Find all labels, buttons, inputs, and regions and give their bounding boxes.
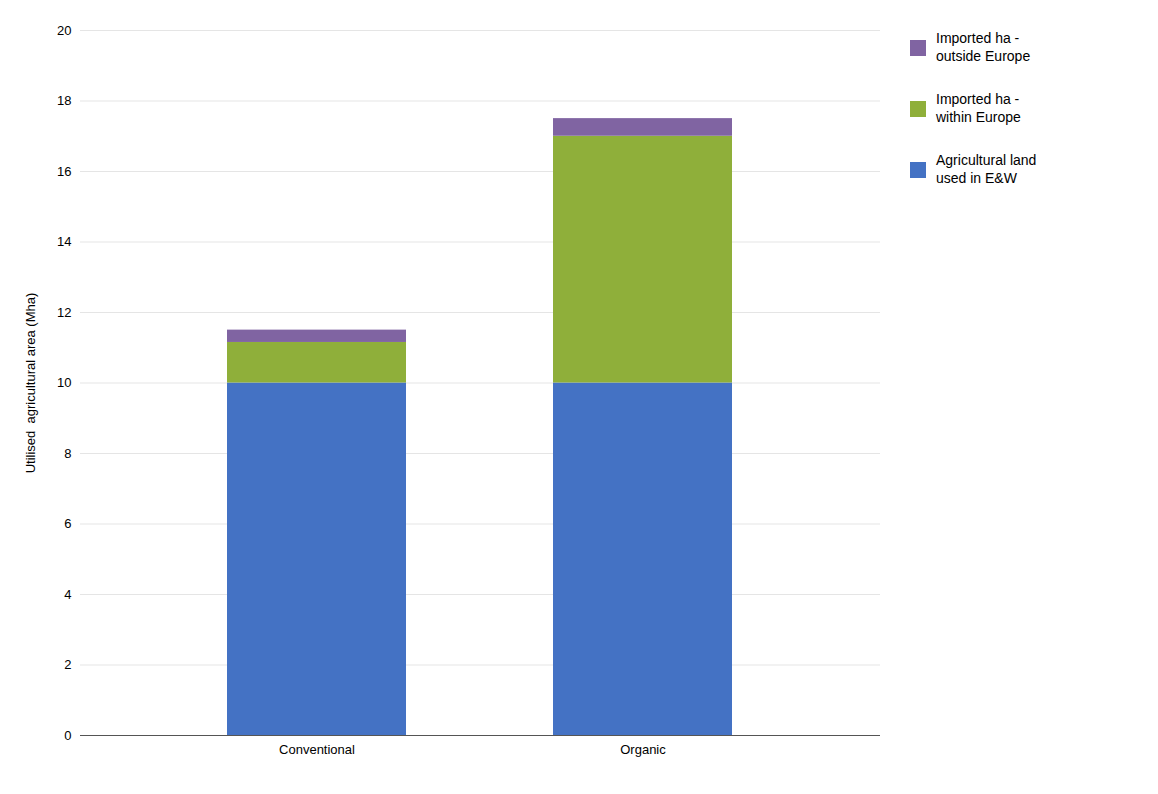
svg-text:12: 12	[57, 305, 71, 320]
svg-text:14: 14	[57, 234, 71, 249]
svg-text:0: 0	[64, 728, 71, 743]
svg-text:Conventional: Conventional	[279, 742, 355, 757]
svg-text:18: 18	[57, 93, 71, 108]
svg-text:10: 10	[57, 375, 71, 390]
svg-text:16: 16	[57, 164, 71, 179]
svg-text:4: 4	[64, 587, 71, 602]
svg-text:2: 2	[64, 657, 71, 672]
svg-text:8: 8	[64, 446, 71, 461]
html-text:Imported ha - outside Europe: Imported ha - outside Europe	[936, 30, 1031, 64]
svg-text:20: 20	[57, 23, 71, 38]
svg-text:Utilised agricultural area (M: Utilised agricultural area (Mha)	[23, 293, 38, 474]
html-text:Agricultural land used in E&W: Agricultural land used in E&W	[936, 152, 1037, 186]
svg-text:Organic: Organic	[620, 742, 666, 757]
svg-text:6: 6	[64, 516, 71, 531]
html-text:Imported ha - within Europe: Imported ha - within Europe	[936, 91, 1021, 125]
